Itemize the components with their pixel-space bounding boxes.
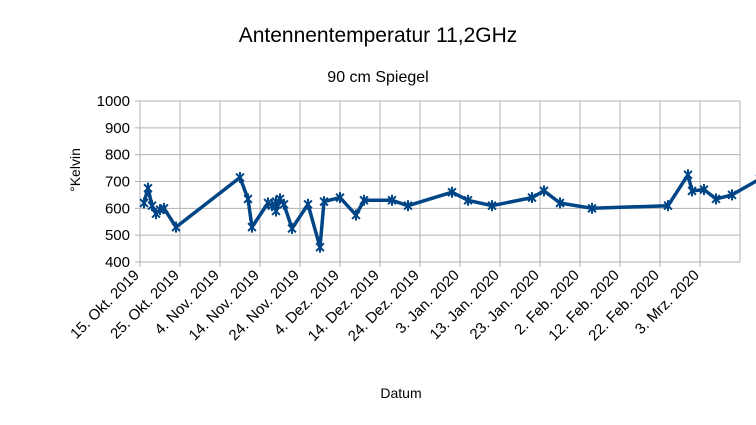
data-point-17 bbox=[303, 198, 313, 210]
y-tick-label-0: 400 bbox=[105, 254, 130, 271]
data-point-19 bbox=[319, 196, 329, 208]
data-point-34 bbox=[687, 185, 697, 197]
data-point-25 bbox=[447, 186, 457, 198]
data-point-0 bbox=[139, 197, 149, 209]
y-tick-label-3: 700 bbox=[105, 174, 130, 191]
data-point-7 bbox=[235, 171, 245, 183]
y-tick-label-1: 500 bbox=[105, 227, 130, 244]
data-point-30 bbox=[555, 197, 565, 209]
data-point-29 bbox=[539, 185, 549, 197]
data-point-1 bbox=[143, 182, 153, 194]
data-point-32 bbox=[663, 200, 673, 212]
data-point-5 bbox=[159, 202, 169, 214]
y-tick-label-4: 800 bbox=[105, 147, 130, 164]
y-tick-label-2: 600 bbox=[105, 200, 130, 217]
data-point-33 bbox=[683, 169, 693, 181]
data-point-16 bbox=[287, 222, 297, 234]
data-point-8 bbox=[243, 193, 253, 205]
data-point-27 bbox=[487, 200, 497, 212]
data-point-36 bbox=[711, 193, 721, 205]
x-tick-label-0: 15. Okt. 2019 bbox=[67, 267, 143, 343]
y-axis-label: °Kelvin bbox=[67, 148, 83, 192]
data-point-35 bbox=[699, 184, 709, 196]
y-tick-label-5: 900 bbox=[105, 120, 130, 137]
data-point-2 bbox=[147, 200, 157, 212]
grid-lines bbox=[135, 100, 741, 267]
data-point-24 bbox=[403, 200, 413, 212]
data-point-23 bbox=[387, 194, 397, 206]
y-tick-label-6: 1000 bbox=[97, 93, 130, 110]
data-point-28 bbox=[527, 192, 537, 204]
data-point-6 bbox=[171, 221, 181, 233]
data-point-31 bbox=[587, 202, 597, 214]
y-axis-ticks: 400 500 600 700 800 900 1000 bbox=[97, 93, 130, 271]
data-point-9 bbox=[247, 221, 257, 233]
data-point-13 bbox=[271, 205, 281, 217]
data-point-15 bbox=[279, 198, 289, 210]
data-point-22 bbox=[359, 194, 369, 206]
data-point-37 bbox=[727, 189, 737, 201]
data-point-20 bbox=[335, 192, 345, 204]
data-point-21 bbox=[351, 209, 361, 221]
chart-subtitle: 90 cm Spiegel bbox=[327, 69, 428, 86]
data-series bbox=[139, 169, 756, 253]
data-point-18 bbox=[315, 241, 325, 253]
chart-title: Antennentemperatur 11,2GHz bbox=[239, 24, 518, 47]
x-axis-label: Datum bbox=[380, 385, 421, 401]
series-line-0 bbox=[142, 173, 756, 249]
data-point-26 bbox=[463, 194, 473, 206]
